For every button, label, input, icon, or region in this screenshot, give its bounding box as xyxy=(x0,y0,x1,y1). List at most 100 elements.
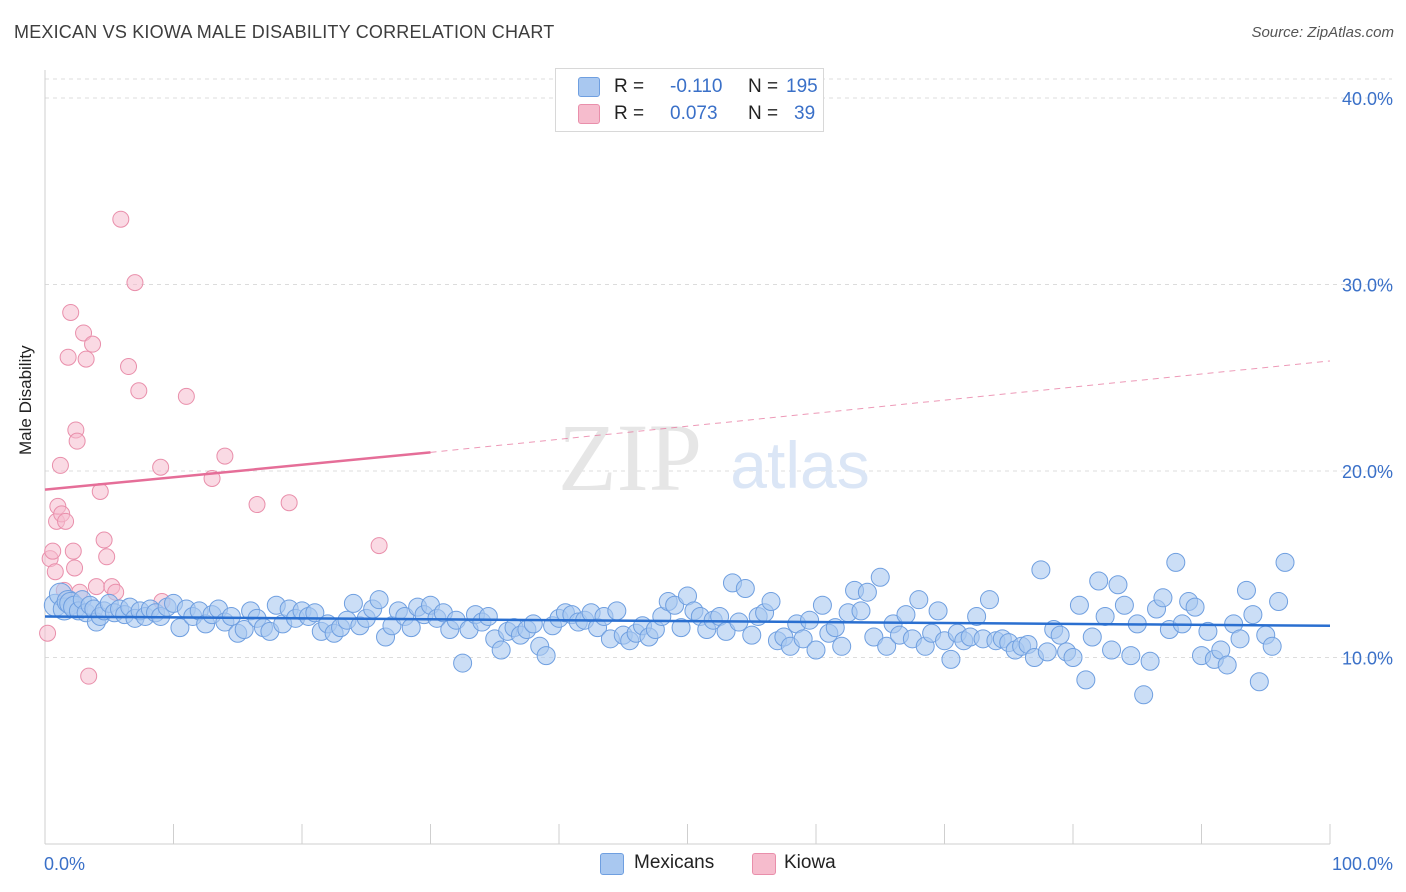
mexicans-point xyxy=(1140,651,1160,671)
legend-n-value: 39 xyxy=(794,103,816,124)
mexicans-point xyxy=(735,578,755,598)
kiowa-point xyxy=(120,358,138,376)
mexicans-point xyxy=(491,640,511,660)
mexicans-point xyxy=(877,636,897,656)
mexicans-point xyxy=(1230,629,1250,649)
mexicans-point xyxy=(1236,580,1256,600)
legend-r-value: 0.073 xyxy=(670,103,718,124)
kiowa-point xyxy=(248,496,266,514)
mexicans-point xyxy=(234,620,254,640)
kiowa-point xyxy=(112,210,130,228)
legend-row-mexicans: R = -0.110 N = 195 xyxy=(578,76,818,98)
kiowa-point xyxy=(77,350,95,368)
mexicans-point xyxy=(1076,670,1096,690)
mexicans-point xyxy=(523,614,543,634)
legend-swatch-mexicans xyxy=(578,77,600,97)
mexicans-point xyxy=(864,627,884,647)
legend-swatch-mexicans xyxy=(600,853,624,875)
mexicans-point xyxy=(1095,606,1115,626)
x-tick-label: 0.0% xyxy=(44,854,85,874)
legend-label-kiowa: Kiowa xyxy=(784,852,836,873)
y-tick-label: 30.0% xyxy=(1342,275,1393,295)
kiowa-point xyxy=(80,667,98,685)
mexicans-point xyxy=(453,653,473,673)
mexicans-point xyxy=(1198,621,1218,641)
legend-n-value: 195 xyxy=(786,76,818,97)
watermark-zip: ZIP xyxy=(558,404,702,511)
mexicans-point xyxy=(941,649,961,669)
mexicans-points xyxy=(43,552,1295,705)
grid xyxy=(45,78,1392,658)
mexicans-point xyxy=(800,610,820,630)
mexicans-point xyxy=(851,601,871,621)
source-credit: Source: ZipAtlas.com xyxy=(1251,24,1394,41)
mexicans-point xyxy=(857,582,877,602)
kiowa-point xyxy=(87,578,105,596)
mexicans-point xyxy=(536,646,556,666)
mexicans-point xyxy=(979,590,999,610)
kiowa-point xyxy=(46,563,64,581)
legend-label-mexicans: Mexicans xyxy=(634,852,715,873)
kiowa-point xyxy=(59,348,77,366)
mexicans-point xyxy=(1114,595,1134,615)
chart-title: MEXICAN VS KIOWA MALE DISABILITY CORRELA… xyxy=(14,22,555,42)
mexicans-point xyxy=(1108,575,1128,595)
mexicans-point xyxy=(665,595,685,615)
mexicans-point xyxy=(1153,588,1173,608)
axes xyxy=(44,70,1331,845)
mexicans-point xyxy=(742,625,762,645)
mexicans-point xyxy=(1243,605,1263,625)
kiowa-trend-line xyxy=(44,451,431,491)
mexicans-point xyxy=(832,636,852,656)
mexicans-point xyxy=(1069,595,1089,615)
kiowa-point xyxy=(39,624,57,642)
kiowa-point xyxy=(177,387,195,405)
mexicans-point xyxy=(1275,552,1295,572)
mexicans-point xyxy=(1249,672,1269,692)
watermark: ZIP atlas xyxy=(558,404,870,511)
kiowa-point xyxy=(75,324,93,342)
mexicans-point xyxy=(671,618,691,638)
kiowa-point xyxy=(280,494,298,512)
mexicans-point xyxy=(761,592,781,612)
kiowa-point xyxy=(95,531,113,549)
legend-r-value: -0.110 xyxy=(670,76,723,97)
legend-row-kiowa: R = 0.073 N = 39 xyxy=(578,103,818,125)
mexicans-trend-line xyxy=(44,615,1331,628)
kiowa-point xyxy=(64,542,82,560)
mexicans-point xyxy=(1089,571,1109,591)
kiowa-point xyxy=(66,559,84,577)
mexicans-point xyxy=(909,590,929,610)
kiowa-point xyxy=(152,458,170,476)
y-axis-label: Male Disability xyxy=(16,345,35,455)
mexicans-point xyxy=(1269,592,1289,612)
mexicans-point xyxy=(806,640,826,660)
watermark-atlas: atlas xyxy=(730,428,869,502)
mexicans-point xyxy=(1217,655,1237,675)
y-tick-label: 10.0% xyxy=(1342,648,1393,668)
legend-r-label: R = xyxy=(614,76,645,97)
mexicans-point xyxy=(1102,640,1122,660)
mexicans-point xyxy=(1050,625,1070,645)
legend-swatch-kiowa xyxy=(752,853,776,875)
y-tick-label: 20.0% xyxy=(1342,462,1393,482)
kiowa-trend-extension xyxy=(430,360,1331,453)
kiowa-point xyxy=(51,456,69,474)
kiowa-point xyxy=(68,432,86,450)
mexicans-point xyxy=(221,606,241,626)
mexicans-point xyxy=(1082,627,1102,647)
kiowa-point xyxy=(126,274,144,292)
kiowa-point xyxy=(216,447,234,465)
mexicans-point xyxy=(870,567,890,587)
kiowa-point xyxy=(98,548,116,566)
mexicans-point xyxy=(928,601,948,621)
kiowa-point xyxy=(370,537,388,555)
mexicans-point xyxy=(896,605,916,625)
mexicans-point xyxy=(1134,685,1154,705)
legend-r-label: R = xyxy=(614,103,645,124)
trend-lines xyxy=(44,360,1331,628)
legend-swatch-kiowa xyxy=(578,104,600,124)
mexicans-point xyxy=(1185,597,1205,617)
legend-n-label: N = xyxy=(748,76,779,97)
